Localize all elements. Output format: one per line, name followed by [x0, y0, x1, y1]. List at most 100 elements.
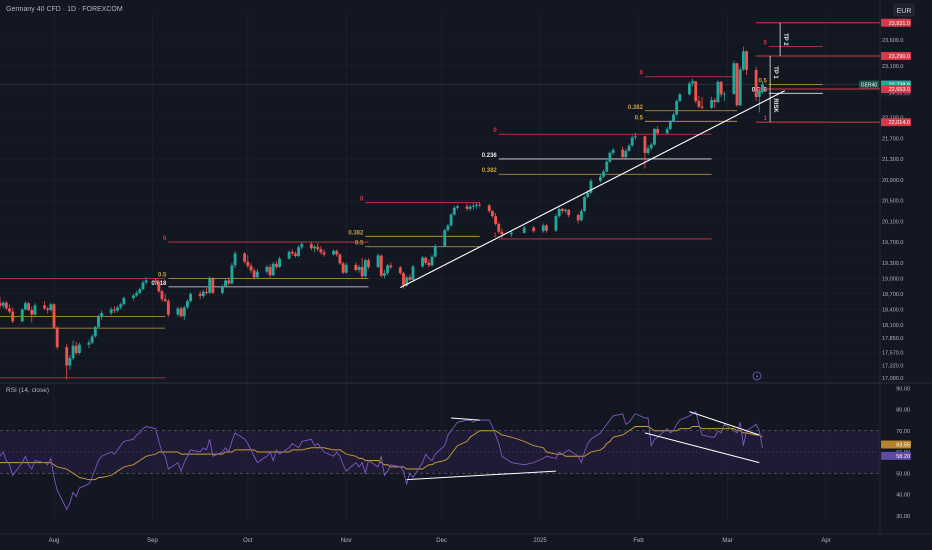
- candle-body-76: [335, 250, 339, 255]
- price-tick-6: 20,900.0: [882, 178, 903, 184]
- time-label-8: Apr: [821, 538, 830, 544]
- candle-body-84: [367, 260, 370, 267]
- candle-body-145: [665, 129, 669, 134]
- candle-body-8: [30, 309, 34, 315]
- candle-body-161: [735, 63, 739, 106]
- candle-body-69: [300, 244, 304, 248]
- candle-body-154: [700, 106, 704, 108]
- candle-body-153: [697, 101, 701, 107]
- candle-body-3: [8, 308, 11, 312]
- time-axis: Aug Sep Oct Nov Dec 2025 Feb Mar Apr: [49, 538, 831, 544]
- candle-body-33: [141, 282, 145, 290]
- trendline-0: [400, 90, 785, 289]
- rsi-lines: [0, 410, 763, 511]
- candle-body-82: [360, 266, 364, 277]
- price-label-bg-4: [881, 118, 911, 127]
- rsi-tick-1: 80.00: [896, 408, 910, 414]
- candle-body-163: [741, 51, 745, 70]
- trade-tag-2: RISK: [772, 98, 778, 113]
- candle-body-97: [427, 262, 431, 266]
- candle-body-2: [4, 302, 8, 309]
- candle-body-160: [732, 63, 736, 94]
- candle-body-77: [338, 254, 342, 264]
- currency-label: EUR: [897, 8, 912, 15]
- candle-body-166: [757, 90, 761, 97]
- candle-body-49: [211, 278, 215, 293]
- currency-button[interactable]: [893, 3, 915, 17]
- trade-levels: TP 2 TP 1 RISK: [756, 22, 880, 123]
- candle-body-0: [0, 303, 2, 306]
- price-tick-10: 19,300.0: [882, 261, 903, 267]
- candle-body-110: [487, 205, 491, 211]
- candle-body-131: [602, 171, 606, 177]
- candle-body-157: [716, 81, 720, 103]
- candle-body-140: [643, 136, 647, 153]
- candle-body-111: [490, 210, 494, 217]
- price-label-1: 23,290.0: [889, 54, 910, 60]
- candle-body-115: [510, 232, 513, 235]
- candle-body-150: [687, 83, 691, 95]
- candle-body-20: [87, 342, 91, 345]
- candle-body-156: [713, 100, 717, 103]
- candle-body-1: [1, 302, 5, 306]
- candle-body-124: [567, 209, 571, 216]
- candle-body-114: [500, 231, 504, 235]
- rsi-axis: 90.0080.0070.0060.0050.0040.0030.0063.55…: [881, 386, 911, 520]
- candle-body-50: [220, 286, 224, 293]
- candle-body-113: [497, 223, 501, 232]
- rsi-line: [0, 410, 763, 511]
- price-tick-13: 18,400.0: [882, 307, 903, 313]
- candle-body-44: [189, 293, 193, 302]
- rsi-tick-0: 90.00: [896, 386, 910, 392]
- candle-body-73: [319, 249, 323, 253]
- candle-body-159: [722, 93, 726, 95]
- candle-body-78: [341, 263, 345, 273]
- candle-body-6: [23, 303, 27, 310]
- candle-body-98: [430, 256, 434, 266]
- candle-body-72: [316, 246, 320, 250]
- candle-body-70: [309, 244, 313, 249]
- candle-body-15: [65, 347, 69, 366]
- candle-body-61: [268, 266, 272, 276]
- rsi-title: RSI (14, close): [6, 387, 49, 394]
- price-label-4: 22,014.0: [889, 120, 910, 126]
- candle-body-128: [586, 192, 590, 197]
- candle-body-63: [274, 263, 278, 267]
- event-marker-icon[interactable]: [752, 371, 762, 381]
- candle-body-158: [719, 81, 723, 95]
- candle-body-67: [294, 253, 297, 257]
- candle-body-165: [754, 69, 758, 97]
- candle-body-62: [271, 263, 275, 276]
- price-tick-12: 18,700.0: [882, 292, 903, 298]
- candle-body-5: [20, 309, 24, 322]
- symbol-badge-bg: [859, 80, 879, 89]
- price-tick-9: 19,700.0: [882, 240, 903, 246]
- candle-body-93: [408, 277, 412, 280]
- candle-body-80: [354, 264, 358, 271]
- candle-body-19: [77, 344, 81, 353]
- candle-body-96: [424, 257, 428, 263]
- candle-body-167: [761, 84, 764, 91]
- candle-body-148: [675, 101, 679, 115]
- candle-body-64: [278, 258, 281, 267]
- rsi-tick-2: 70.00: [896, 429, 910, 435]
- candle-body-132: [605, 161, 609, 172]
- candle-body-68: [297, 247, 301, 257]
- symbol-title: Germany 40 CFD · 1D · FOREXCOM: [6, 6, 123, 13]
- price-tick-16: 17,570.0: [882, 350, 903, 356]
- event-marker-glyph: ⚡: [755, 374, 759, 381]
- price-tick-5: 21,300.0: [882, 157, 903, 163]
- candle-body-108: [475, 204, 478, 206]
- candle-body-43: [186, 301, 189, 308]
- candle-body-23: [97, 316, 100, 328]
- candle-body-27: [116, 307, 119, 311]
- candle-body-105: [465, 206, 469, 209]
- price-tick-11: 19,000.0: [882, 276, 903, 282]
- candle-body-164: [745, 51, 748, 70]
- rsi-value-badge-bg: [881, 451, 911, 460]
- candle-body-137: [627, 145, 631, 151]
- fib-2-label-2: 0.5: [355, 241, 364, 247]
- fib-3-label-1: 0.236: [482, 153, 498, 159]
- candle-body-118: [541, 225, 545, 232]
